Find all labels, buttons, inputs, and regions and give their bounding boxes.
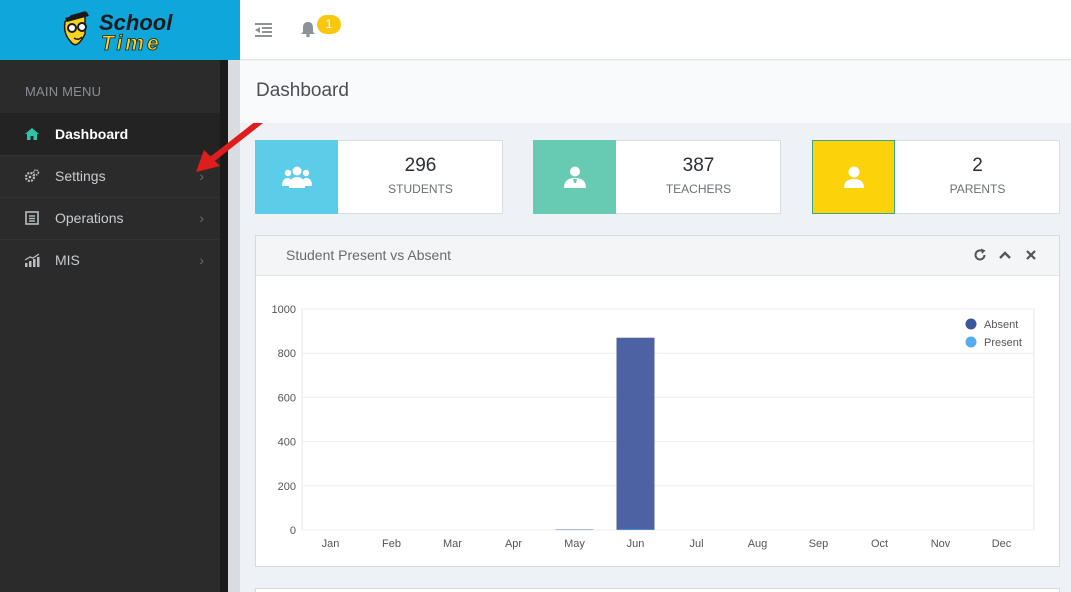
sidebar-item-label: MIS xyxy=(55,252,80,268)
sidebar-item-label: Operations xyxy=(55,210,124,226)
y-tick-label: 400 xyxy=(278,437,296,449)
menu-divider xyxy=(0,155,220,156)
y-tick-label: 0 xyxy=(290,525,296,537)
panel-header: Student Present vs Absent xyxy=(256,236,1059,276)
main-menu-heading: MAIN MENU xyxy=(25,84,102,99)
stat-value: 296 xyxy=(404,155,437,176)
close-icon[interactable] xyxy=(1024,248,1038,262)
sidebar-item-mis[interactable]: MIS › xyxy=(0,239,220,281)
refresh-icon[interactable] xyxy=(973,248,987,262)
chevron-right-icon: › xyxy=(199,252,204,268)
x-tick-label: May xyxy=(564,538,585,550)
legend-marker-present xyxy=(965,336,977,348)
list-icon xyxy=(24,210,40,226)
content-edge xyxy=(228,60,240,592)
home-icon xyxy=(24,126,40,142)
legend-label: Absent xyxy=(984,319,1018,331)
x-tick-label: Nov xyxy=(931,538,951,550)
x-tick-label: Dec xyxy=(992,538,1012,550)
bell-icon[interactable] xyxy=(299,20,317,38)
menu-divider xyxy=(0,197,220,198)
user-tie-icon xyxy=(533,140,616,214)
sidebar-toggle-icon[interactable] xyxy=(255,22,272,38)
stat-value: 2 xyxy=(972,155,983,176)
x-tick-label: Feb xyxy=(382,538,401,550)
stat-card-parents[interactable]: 2 PARENTS xyxy=(812,140,1060,214)
brand-logo[interactable]: School Time xyxy=(0,0,240,60)
x-tick-label: Sep xyxy=(809,538,829,550)
x-tick-label: Mar xyxy=(443,538,462,550)
attendance-bar-chart: 0 200 400 600 800 1000 Jan Feb Mar Apr May Jun Jul Au… xyxy=(272,304,1035,550)
red-arrow-icon xyxy=(196,117,265,172)
y-tick-label: 200 xyxy=(278,481,296,493)
stat-label: TEACHERS xyxy=(665,182,732,196)
svg-text:Time: Time xyxy=(101,32,162,55)
chevron-right-icon: › xyxy=(199,168,204,184)
sidebar-item-label: Settings xyxy=(55,168,106,184)
top-bar xyxy=(240,0,1071,60)
sidebar-item-operations[interactable]: Operations › xyxy=(0,197,220,239)
stat-card-teachers[interactable]: 387 TEACHERS xyxy=(533,140,781,214)
stat-card-students[interactable]: 296 STUDENTS xyxy=(255,140,503,214)
plot-area xyxy=(301,308,1035,531)
menu-divider xyxy=(0,239,220,240)
collapse-icon[interactable] xyxy=(998,248,1012,262)
bar-absent xyxy=(616,337,655,530)
legend-label: Present xyxy=(984,337,1022,349)
x-tick-label: Jul xyxy=(689,538,703,550)
stat-value: 387 xyxy=(682,155,715,176)
notification-badge: 1 xyxy=(317,15,341,34)
users-icon xyxy=(255,140,338,214)
y-tick-label: 600 xyxy=(278,392,296,404)
x-tick-label: Jun xyxy=(627,538,645,550)
chart-icon xyxy=(24,252,40,268)
user-icon xyxy=(812,140,895,214)
x-tick-label: Aug xyxy=(748,538,768,550)
stat-label: STUDENTS xyxy=(388,182,453,196)
cogs-icon xyxy=(24,168,40,184)
y-tick-label: 1000 xyxy=(272,304,296,316)
stat-label: PARENTS xyxy=(949,182,1006,196)
panel-title: Student Present vs Absent xyxy=(286,247,451,263)
bar-present xyxy=(616,529,655,530)
sidebar-item-settings[interactable]: Settings › xyxy=(0,155,220,197)
secondary-panel xyxy=(255,588,1060,592)
y-tick-label: 800 xyxy=(278,348,296,360)
page-header xyxy=(240,61,1071,123)
sidebar-item-dashboard[interactable]: Dashboard xyxy=(0,113,220,155)
sidebar-scroll-gutter xyxy=(220,60,228,592)
sidebar-item-label: Dashboard xyxy=(55,126,129,142)
x-tick-label: Apr xyxy=(505,538,522,550)
svg-text:School: School xyxy=(99,10,173,35)
chevron-right-icon: › xyxy=(199,210,204,226)
legend-marker-absent xyxy=(965,318,977,330)
x-tick-label: Jan xyxy=(322,538,340,550)
x-tick-label: Oct xyxy=(871,538,888,550)
school-time-logo-icon: School Time xyxy=(63,10,173,55)
page-title: Dashboard xyxy=(256,80,349,101)
